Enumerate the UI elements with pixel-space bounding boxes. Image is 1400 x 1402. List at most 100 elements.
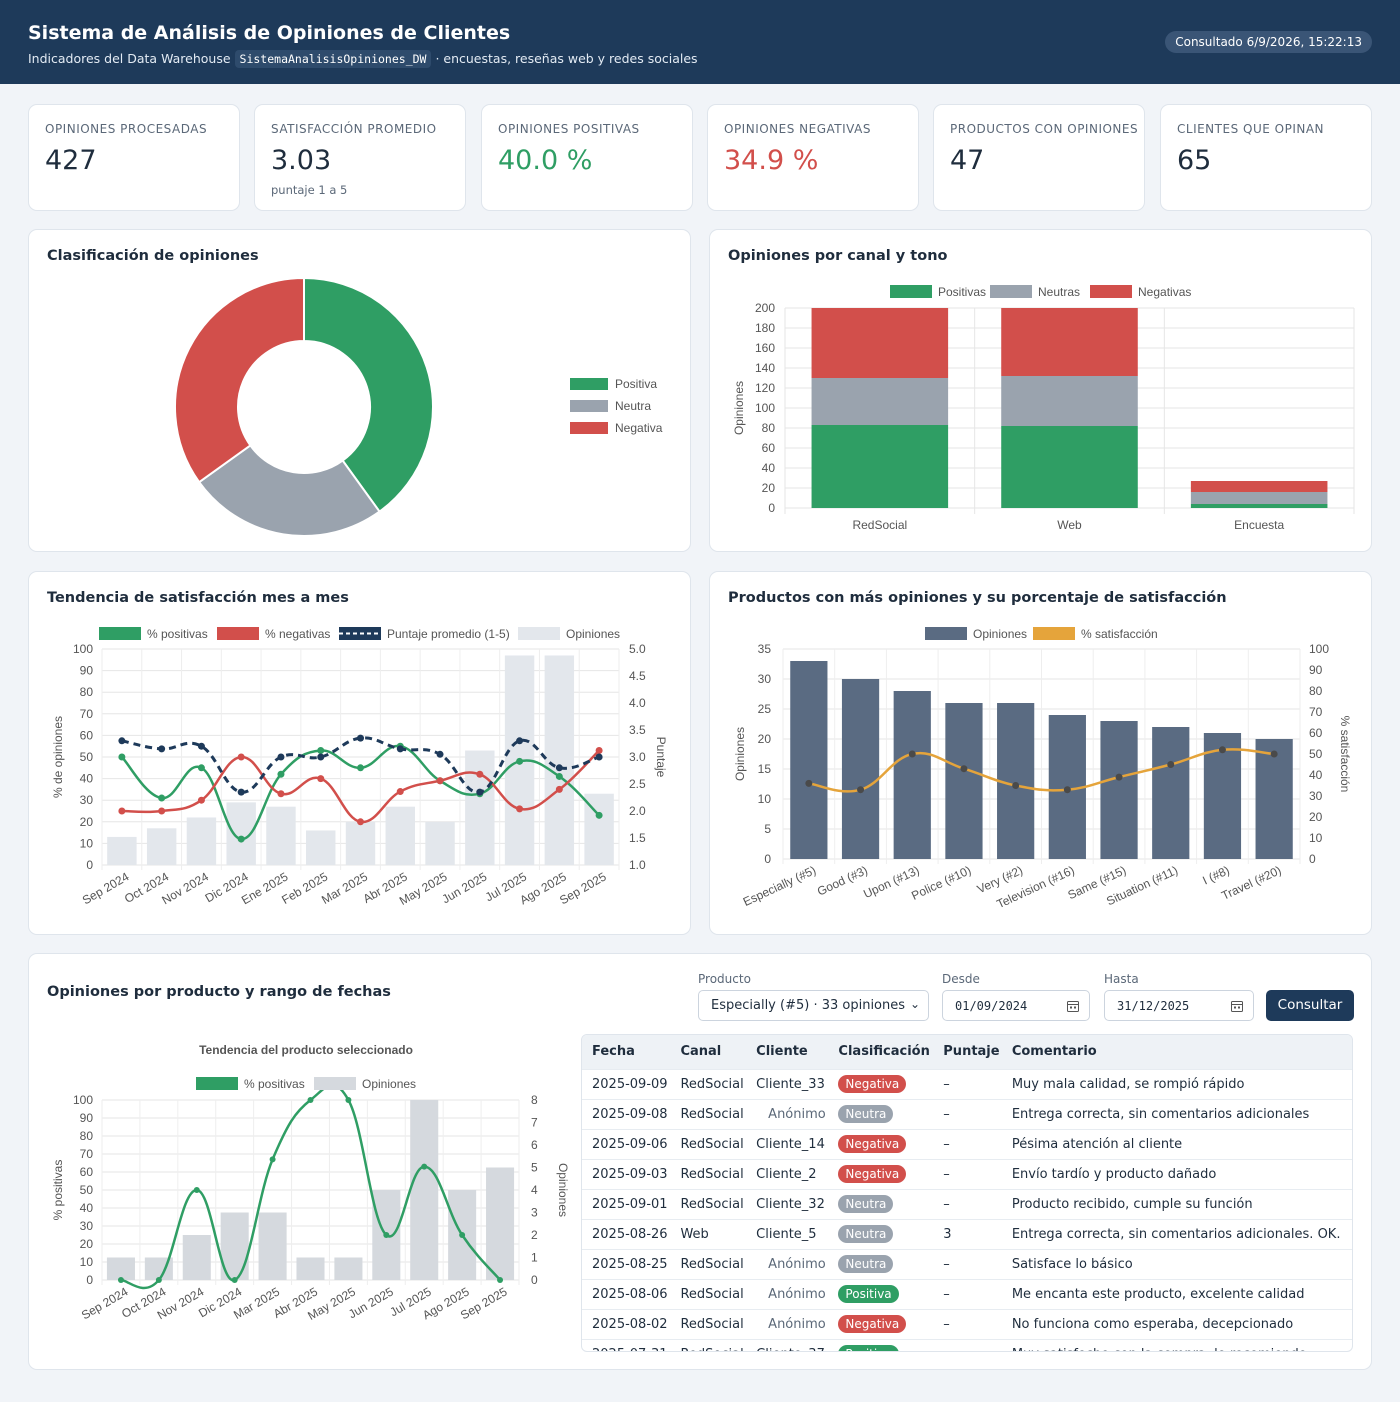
table-cell: Neutra xyxy=(828,1248,934,1279)
panel-title: Tendencia de satisfacción mes a mes xyxy=(47,590,349,606)
table-row[interactable]: 2025-08-02 RedSocial Anónimo Negativa – No fu… xyxy=(582,1308,1352,1339)
channel-panel: Opiniones por canal y tono 0 20 40 60 80 100 1… xyxy=(709,229,1372,552)
to-date-input[interactable]: 31/12/2025 xyxy=(1104,990,1254,1021)
point-puntaje xyxy=(516,737,524,745)
panel-title: Opiniones por producto y rango de fechas xyxy=(47,984,391,1000)
kpi-card-negativas: Opiniones negativas 34.9 % xyxy=(707,104,919,211)
point-negativas xyxy=(317,775,325,783)
tick-label: 0 xyxy=(1309,852,1316,866)
table-cell: Anónimo xyxy=(746,1308,829,1339)
tick-label: 0 xyxy=(768,501,775,515)
point-puntaje xyxy=(476,788,484,796)
bar-opiniones xyxy=(146,828,177,865)
tick-label: 120 xyxy=(755,381,775,395)
table-cell: 3 xyxy=(933,1218,1002,1249)
table-row[interactable]: 2025-09-03 RedSocial Cliente_2 Negativa – Env… xyxy=(582,1158,1352,1189)
table-row[interactable]: 2025-07-31RedSocialCliente_37 Positiva –Mu… xyxy=(582,1338,1352,1351)
bar-opiniones xyxy=(334,1257,363,1280)
column-header[interactable]: Canal xyxy=(680,1044,722,1060)
table-cell: Muy satisfecho con la compra, lo recomie… xyxy=(1001,1338,1352,1351)
classification-panel: Clasificación de opiniones Positiva Neutr… xyxy=(28,229,691,552)
table-cell: Cliente_5 xyxy=(746,1218,829,1249)
classification-badge: Neutra xyxy=(838,1195,894,1213)
kpi-card-clientes: Clientes que opinan 65 xyxy=(1160,104,1372,211)
point-puntaje xyxy=(237,788,245,796)
from-date-input[interactable]: 01/09/2024 xyxy=(942,990,1090,1021)
point-satisfaccion xyxy=(1167,761,1175,768)
bar-opiniones xyxy=(841,679,880,859)
donut-slice-negativa xyxy=(174,276,305,484)
app-title: Sistema de Análisis de Opiniones de Clie… xyxy=(28,22,511,44)
legend-swatch xyxy=(518,627,560,640)
bar-opiniones xyxy=(997,703,1035,859)
table-cell: Neutra xyxy=(828,1098,934,1129)
table-cell: Muy mala calidad, se rompió rápido xyxy=(1001,1068,1352,1099)
legend-swatch xyxy=(925,627,967,640)
table-row[interactable]: 2025-08-25 RedSocial Anónimo Neutra – Satisfa… xyxy=(582,1248,1352,1279)
table-cell: 2025-08-02 xyxy=(582,1308,671,1339)
classification-badge: Neutra xyxy=(838,1255,894,1273)
app-subtitle: Indicadores del Data Warehouse SistemaAn… xyxy=(28,50,698,68)
table-cell: Negativa xyxy=(828,1128,934,1159)
column-header[interactable]: Clasificación xyxy=(838,1044,930,1060)
table-row[interactable]: 2025-09-09 RedSocial Cliente_33 Negativa – Mu… xyxy=(582,1068,1352,1099)
table-cell: – xyxy=(933,1338,1002,1351)
point-negativas xyxy=(118,807,126,815)
tick-label: 100 xyxy=(73,1093,93,1107)
tick-label: 35 xyxy=(758,642,772,656)
y2-axis-label: Puntaje xyxy=(654,737,668,778)
product-select[interactable]: Especially (#5) · 33 opiniones ⌄ xyxy=(698,990,929,1021)
table-cell: – xyxy=(933,1278,1002,1309)
column-header[interactable]: Comentario xyxy=(1011,1044,1097,1060)
tick-label: 10 xyxy=(1309,831,1323,845)
table-row[interactable]: 2025-09-08 RedSocial Anónimo Neutra – Entrega… xyxy=(582,1098,1352,1129)
point-negativas xyxy=(197,796,205,804)
calendar-icon[interactable] xyxy=(1067,1000,1079,1012)
opinions-table[interactable]: Fecha Canal Cliente Clasificación Puntaje Com… xyxy=(581,1034,1353,1352)
bar-opiniones xyxy=(945,703,983,859)
calendar-icon[interactable] xyxy=(1231,1000,1243,1012)
table-row[interactable]: 2025-09-06 RedSocial Cliente_14 Negativa – Pé… xyxy=(582,1128,1352,1159)
point-puntaje xyxy=(118,737,126,745)
classification-donut-chart: Positiva Neutra Negativa xyxy=(174,276,663,537)
table-cell: Cliente_2 xyxy=(746,1158,829,1189)
legend-swatch xyxy=(196,1077,238,1090)
table-cell: Positiva xyxy=(828,1278,934,1309)
point-negativas xyxy=(357,818,364,826)
column-header[interactable]: Puntaje xyxy=(943,1044,1000,1060)
legend-label: Negativas xyxy=(1138,285,1191,299)
tick-label: 90 xyxy=(80,1111,94,1125)
point-positivas xyxy=(516,757,524,765)
tick-label: 25 xyxy=(758,702,772,716)
classification-badge: Negativa xyxy=(838,1165,907,1183)
point-positivas xyxy=(193,1187,200,1193)
bar-opiniones xyxy=(296,1257,325,1280)
bar-opiniones xyxy=(345,821,376,865)
point-positivas xyxy=(555,772,563,780)
bar-opiniones xyxy=(306,830,336,865)
column-header[interactable]: Fecha xyxy=(592,1044,635,1060)
point-positivas xyxy=(155,1277,162,1283)
point-positivas xyxy=(459,1232,466,1238)
tick-label: 10 xyxy=(80,1255,94,1269)
table-row[interactable]: 2025-08-26 Web Cliente_5 Neutra 3 Entrega cor… xyxy=(582,1218,1352,1249)
bar-positivas xyxy=(811,425,949,508)
bar-negativas xyxy=(811,308,949,378)
table-row[interactable]: 2025-09-01 RedSocial Cliente_32 Neutra – Prod… xyxy=(582,1188,1352,1219)
classification-badge: Negativa xyxy=(838,1315,907,1333)
kpi-note: puntaje 1 a 5 xyxy=(271,183,348,197)
table-cell: – xyxy=(933,1158,1002,1189)
app-header: Sistema de Análisis de Opiniones de Clie… xyxy=(0,0,1400,84)
point-puntaje xyxy=(396,745,404,753)
tick-label: 60 xyxy=(80,1165,94,1179)
table-cell: RedSocial xyxy=(670,1338,747,1351)
panel-title: Clasificación de opiniones xyxy=(47,248,259,264)
legend-swatch xyxy=(314,1077,356,1090)
tick-label: 6 xyxy=(531,1138,538,1152)
y-axis-label: Opiniones xyxy=(733,727,747,781)
column-header[interactable]: Cliente xyxy=(756,1044,808,1060)
consultar-button[interactable]: Consultar xyxy=(1266,990,1354,1021)
point-positivas xyxy=(158,794,166,802)
table-row[interactable]: 2025-08-06 RedSocial Anónimo Positiva – Me en… xyxy=(582,1278,1352,1309)
table-cell: Anónimo xyxy=(746,1248,829,1279)
